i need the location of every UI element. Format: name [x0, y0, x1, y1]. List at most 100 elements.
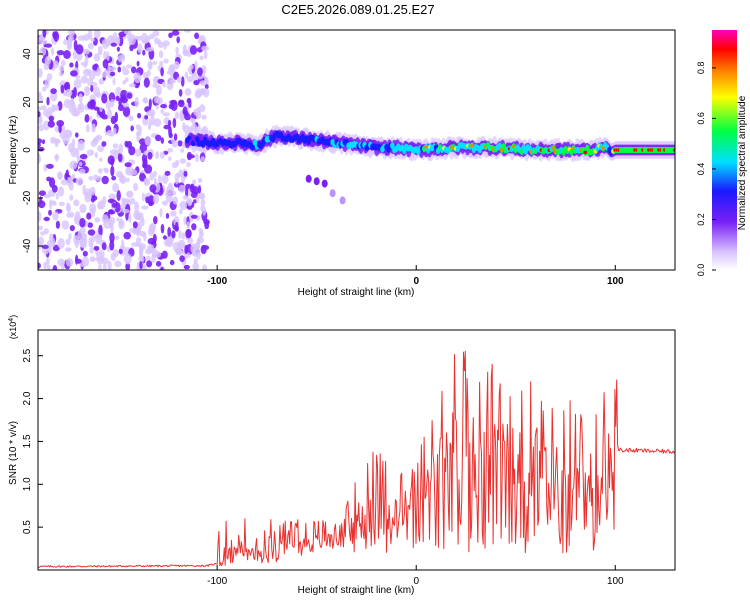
- noise-blob: [108, 209, 114, 215]
- side-branch-blob: [305, 174, 312, 183]
- noise-blob: [65, 169, 69, 178]
- noise-blob: [65, 238, 71, 246]
- x-tick-label: 0: [413, 576, 419, 587]
- noise-blob: [57, 258, 65, 267]
- noise-blob: [101, 38, 110, 49]
- noise-blob: [142, 158, 148, 168]
- noise-blob: [147, 244, 155, 253]
- noise-blob: [197, 185, 202, 194]
- noise-blob: [201, 65, 207, 75]
- noise-blob: [163, 239, 170, 247]
- noise-blob: [115, 95, 120, 102]
- noise-blob: [177, 140, 183, 147]
- noise-blob: [153, 194, 160, 204]
- noise-blob: [196, 239, 201, 250]
- noise-blob: [55, 192, 60, 200]
- noise-blob: [204, 221, 210, 230]
- noise-blob: [189, 45, 198, 55]
- noise-blob: [166, 193, 173, 203]
- noise-blob: [179, 200, 188, 211]
- noise-blob: [118, 143, 124, 155]
- y-tick-label: 40: [22, 48, 33, 60]
- noise-blob: [46, 163, 54, 169]
- noise-blob: [190, 214, 198, 219]
- colorbar-tick-label: 0.4: [696, 163, 706, 176]
- noise-blob: [143, 77, 150, 88]
- noise-blob: [136, 213, 142, 221]
- noise-blob: [192, 262, 200, 270]
- noise-blob: [138, 125, 142, 136]
- noise-blob: [42, 40, 48, 45]
- noise-blob: [50, 91, 58, 102]
- y-tick-label: -20: [22, 190, 33, 205]
- noise-blob: [193, 80, 200, 86]
- noise-blob: [50, 47, 55, 56]
- snr-frame: [37, 329, 676, 571]
- snr-panel: -100 0 100 0.5 1.0 1.5 2.0 2.5 Height of strai…: [8, 315, 676, 596]
- noise-blob: [116, 46, 120, 52]
- noise-blob: [44, 78, 50, 89]
- noise-blob: [168, 103, 175, 110]
- noise-blob: [186, 229, 192, 239]
- noise-blob: [80, 61, 87, 66]
- y-tick-label: 1.5: [22, 434, 33, 448]
- noise-blob: [94, 217, 101, 223]
- noise-blob: [114, 260, 122, 268]
- noise-blob: [92, 86, 100, 97]
- noise-blob: [71, 110, 80, 117]
- noise-blob: [87, 30, 93, 40]
- noise-blob: [191, 223, 197, 231]
- noise-blob: [139, 261, 143, 270]
- noise-blob: [38, 138, 43, 144]
- noise-blob: [55, 138, 61, 144]
- noise-blob: [168, 132, 173, 139]
- noise-blob: [97, 202, 103, 210]
- top-x-ticks: -100 0 100: [207, 265, 624, 287]
- noise-blob: [160, 104, 168, 109]
- noise-blob: [116, 190, 121, 202]
- noise-blob: [170, 210, 177, 217]
- noise-blob: [58, 124, 62, 134]
- noise-blob: [129, 197, 136, 205]
- noise-blob: [148, 49, 155, 60]
- noise-blob: [108, 216, 116, 225]
- noise-blob: [169, 79, 176, 84]
- bottom-x-ticks: -100 0 100: [207, 565, 624, 587]
- noise-blob: [163, 58, 169, 64]
- noise-blob: [184, 88, 192, 96]
- noise-blob: [157, 41, 165, 48]
- noise-blob: [144, 115, 149, 120]
- noise-blob: [118, 104, 124, 112]
- noise-blob: [132, 221, 138, 229]
- noise-blob: [99, 106, 103, 113]
- top-y-axis-label: Frequency (Hz): [8, 116, 19, 185]
- noise-blob: [84, 86, 90, 91]
- noise-blob: [86, 212, 92, 220]
- noise-blob: [63, 39, 67, 46]
- noise-blob: [120, 89, 128, 101]
- noise-blob: [117, 54, 124, 63]
- noise-blob: [52, 104, 60, 112]
- noise-blob: [186, 98, 191, 104]
- noise-blob: [198, 227, 203, 234]
- noise-blob: [184, 244, 188, 255]
- noise-blob: [46, 264, 51, 270]
- noise-blob: [163, 42, 167, 50]
- noise-blob: [122, 209, 130, 214]
- ridge-layer: [184, 124, 675, 205]
- noise-blob: [92, 64, 98, 71]
- noise-blob: [48, 209, 52, 216]
- noise-blob: [48, 115, 55, 122]
- noise-blob: [107, 260, 112, 270]
- noise-blob: [98, 51, 103, 56]
- noise-blob: [152, 61, 158, 65]
- noise-blob: [155, 134, 162, 142]
- y-tick-label: 1.0: [22, 477, 33, 491]
- noise-blob: [199, 55, 204, 61]
- noise-blob: [112, 183, 119, 193]
- noise-blob: [50, 88, 57, 94]
- noise-blob: [63, 82, 69, 90]
- noise-blob: [102, 71, 107, 78]
- noise-blob: [110, 42, 117, 47]
- noise-blob: [159, 151, 165, 159]
